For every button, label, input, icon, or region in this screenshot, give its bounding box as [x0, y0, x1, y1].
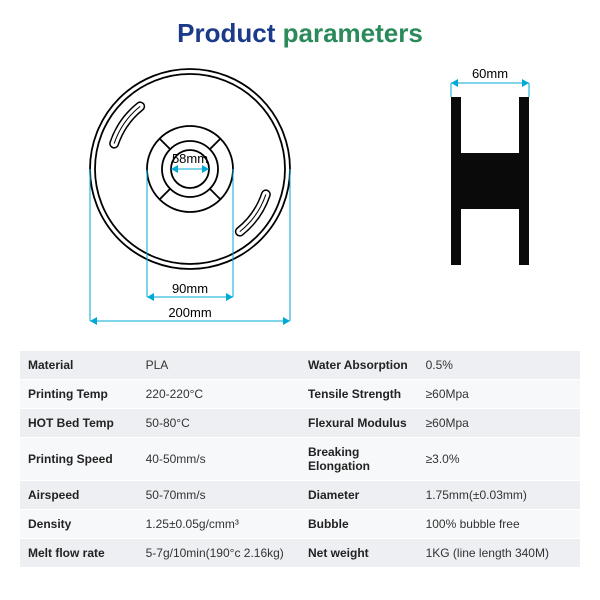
- spec-table-wrap: MaterialPLAWater Absorption0.5%Printing …: [20, 351, 580, 568]
- title-part2: parameters: [283, 18, 423, 48]
- spec-key: Printing Temp: [20, 380, 138, 409]
- spec-table: MaterialPLAWater Absorption0.5%Printing …: [20, 351, 580, 568]
- spec-key: Water Absorption: [300, 351, 418, 380]
- spec-val: 1KG (line length 340M): [418, 539, 580, 568]
- spec-row: Printing Temp220-220°CTensile Strength≥6…: [20, 380, 580, 409]
- spec-val: 100% bubble free: [418, 510, 580, 539]
- spool-front-svg: 58mm 90mm 200mm: [40, 59, 370, 339]
- spec-key: Airspeed: [20, 481, 138, 510]
- spec-key: Flexural Modulus: [300, 409, 418, 438]
- diagram-area: 58mm 90mm 200mm 60mm: [20, 59, 580, 339]
- spec-key: Breaking Elongation: [300, 438, 418, 481]
- spec-key: Melt flow rate: [20, 539, 138, 568]
- svg-text:90mm: 90mm: [172, 281, 208, 296]
- svg-text:60mm: 60mm: [472, 67, 508, 81]
- spec-key: Material: [20, 351, 138, 380]
- page-title: Product parameters: [0, 0, 600, 49]
- spec-val: ≥60Mpa: [418, 380, 580, 409]
- spool-side-view: 60mm: [420, 67, 560, 282]
- svg-text:58mm: 58mm: [172, 151, 208, 166]
- spec-val: PLA: [138, 351, 300, 380]
- spec-val: 220-220°C: [138, 380, 300, 409]
- spec-key: Printing Speed: [20, 438, 138, 481]
- spec-row: MaterialPLAWater Absorption0.5%: [20, 351, 580, 380]
- spec-val: 40-50mm/s: [138, 438, 300, 481]
- spec-key: Net weight: [300, 539, 418, 568]
- title-part1: Product: [177, 18, 282, 48]
- spec-row: HOT Bed Temp50-80°CFlexural Modulus≥60Mp…: [20, 409, 580, 438]
- spec-row: Melt flow rate5-7g/10min(190°c 2.16kg)Ne…: [20, 539, 580, 568]
- svg-text:200mm: 200mm: [168, 305, 211, 320]
- spec-key: Tensile Strength: [300, 380, 418, 409]
- spec-key: HOT Bed Temp: [20, 409, 138, 438]
- spec-key: Diameter: [300, 481, 418, 510]
- spec-val: 5-7g/10min(190°c 2.16kg): [138, 539, 300, 568]
- spec-row: Airspeed50-70mm/sDiameter1.75mm(±0.03mm): [20, 481, 580, 510]
- spec-key: Bubble: [300, 510, 418, 539]
- spec-val: ≥60Mpa: [418, 409, 580, 438]
- spool-front-view: 58mm 90mm 200mm: [40, 59, 370, 344]
- spec-val: ≥3.0%: [418, 438, 580, 481]
- spec-val: 50-70mm/s: [138, 481, 300, 510]
- spec-val: 1.25±0.05g/cmm³: [138, 510, 300, 539]
- spec-val: 50-80°C: [138, 409, 300, 438]
- spec-key: Density: [20, 510, 138, 539]
- spec-row: Density1.25±0.05g/cmm³Bubble100% bubble …: [20, 510, 580, 539]
- spool-side-svg: 60mm: [420, 67, 560, 277]
- spec-row: Printing Speed40-50mm/sBreaking Elongati…: [20, 438, 580, 481]
- spec-val: 1.75mm(±0.03mm): [418, 481, 580, 510]
- spec-val: 0.5%: [418, 351, 580, 380]
